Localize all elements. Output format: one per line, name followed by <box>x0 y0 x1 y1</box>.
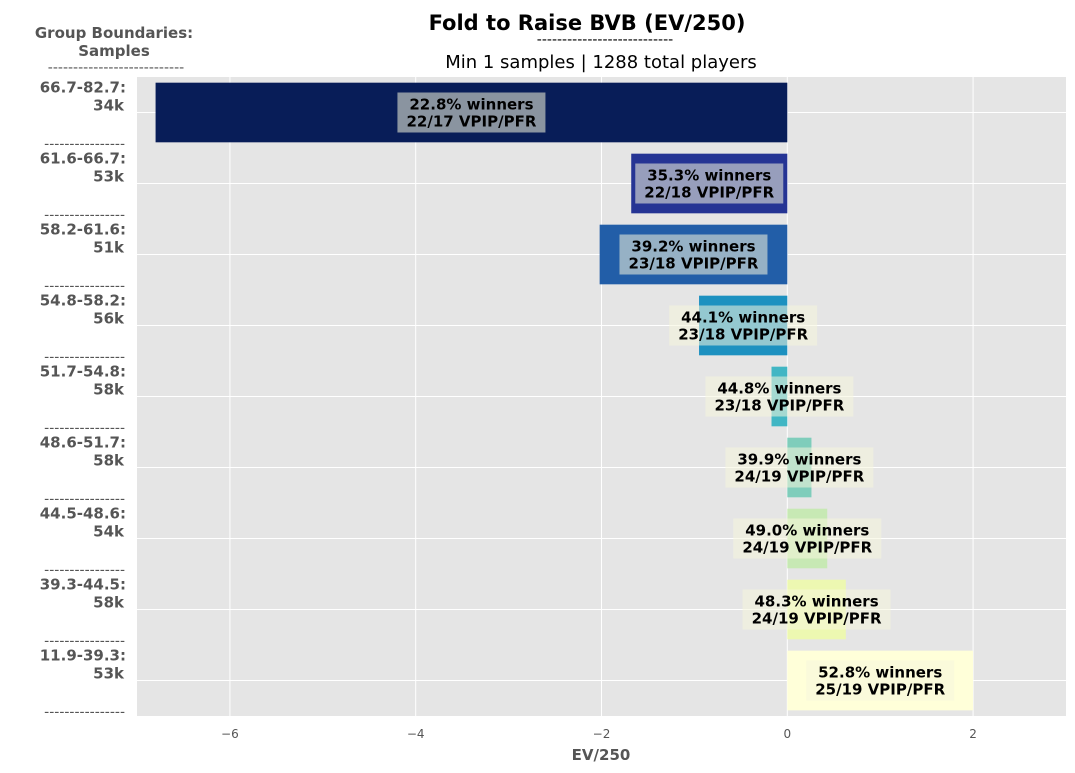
group-range-label: 39.3-44.5: <box>40 576 126 594</box>
group-range-label: 11.9-39.3: <box>40 647 126 665</box>
vpip-pfr-label: 24/19 VPIP/PFR <box>742 539 872 557</box>
winners-label: 49.0% winners <box>745 522 869 540</box>
group-separator: ---------------- <box>44 705 125 721</box>
winners-label: 39.9% winners <box>737 451 861 469</box>
group-separator: ---------------- <box>44 492 125 508</box>
vpip-pfr-label: 24/19 VPIP/PFR <box>752 610 882 628</box>
group-separator: ---------------- <box>44 279 125 295</box>
x-tick-label: 0 <box>783 727 791 741</box>
x-tick-label: −2 <box>593 727 611 741</box>
x-tick-label: −4 <box>407 727 425 741</box>
winners-label: 44.8% winners <box>717 380 841 398</box>
group-range-label: 61.6-66.7: <box>40 150 126 168</box>
group-range-label: 48.6-51.7: <box>40 434 126 452</box>
label-box <box>806 660 955 701</box>
group-range-label: 58.2-61.6: <box>40 221 126 239</box>
label-box <box>635 163 784 204</box>
x-tick-label: −6 <box>221 727 239 741</box>
group-separator: ---------------- <box>44 137 125 153</box>
winners-label: 39.2% winners <box>631 238 755 256</box>
group-labels: 66.7-82.7:34k----------------61.6-66.7:5… <box>40 79 126 721</box>
group-separator: ---------------- <box>44 563 125 579</box>
x-axis-label: EV/250 <box>572 746 631 764</box>
group-separator: ---------------- <box>44 208 125 224</box>
x-ticks: −6 −4 −2 0 2 <box>221 727 977 741</box>
vpip-pfr-label: 23/18 VPIP/PFR <box>714 397 844 415</box>
group-samples-label: 58k <box>93 452 125 470</box>
label-box <box>733 518 882 559</box>
x-tick-label: 2 <box>969 727 977 741</box>
vpip-pfr-label: 24/19 VPIP/PFR <box>734 468 864 486</box>
vpip-pfr-label: 22/18 VPIP/PFR <box>644 184 774 202</box>
label-box <box>725 447 874 488</box>
group-separator: ---------------- <box>44 634 125 650</box>
chart-subtitle: Min 1 samples | 1288 total players <box>445 52 757 73</box>
label-box <box>742 589 891 630</box>
vpip-pfr-label: 22/17 VPIP/PFR <box>406 113 536 131</box>
chart-title: Fold to Raise BVB (EV/250) <box>429 11 746 35</box>
winners-label: 52.8% winners <box>818 664 942 682</box>
group-separator: ---------------- <box>44 350 125 366</box>
group-samples-label: 53k <box>93 168 125 186</box>
winners-label: 35.3% winners <box>647 167 771 185</box>
winners-label: 44.1% winners <box>681 309 805 327</box>
title-rule: --------------------------- <box>537 32 673 48</box>
winners-label: 48.3% winners <box>755 593 879 611</box>
group-samples-label: 51k <box>93 239 125 257</box>
side-header-line-2: Samples <box>78 42 150 60</box>
vpip-pfr-label: 25/19 VPIP/PFR <box>815 681 945 699</box>
group-separator: ---------------- <box>44 421 125 437</box>
vpip-pfr-label: 23/18 VPIP/PFR <box>678 326 808 344</box>
group-range-label: 44.5-48.6: <box>40 505 126 523</box>
group-samples-label: 54k <box>93 523 125 541</box>
winners-label: 22.8% winners <box>409 96 533 114</box>
label-box <box>397 92 546 133</box>
vpip-pfr-label: 23/18 VPIP/PFR <box>629 255 759 273</box>
label-box <box>619 234 768 275</box>
group-samples-label: 56k <box>93 310 125 328</box>
group-samples-label: 34k <box>93 97 125 115</box>
label-box <box>669 305 818 346</box>
group-range-label: 51.7-54.8: <box>40 363 126 381</box>
side-header-line-1: Group Boundaries: <box>35 24 193 42</box>
group-samples-label: 58k <box>93 381 125 399</box>
label-box <box>705 376 854 417</box>
group-range-label: 66.7-82.7: <box>40 79 126 97</box>
group-samples-label: 58k <box>93 594 125 612</box>
group-samples-label: 53k <box>93 665 125 683</box>
side-header-rule: --------------------------- <box>48 60 184 76</box>
group-range-label: 54.8-58.2: <box>40 292 126 310</box>
